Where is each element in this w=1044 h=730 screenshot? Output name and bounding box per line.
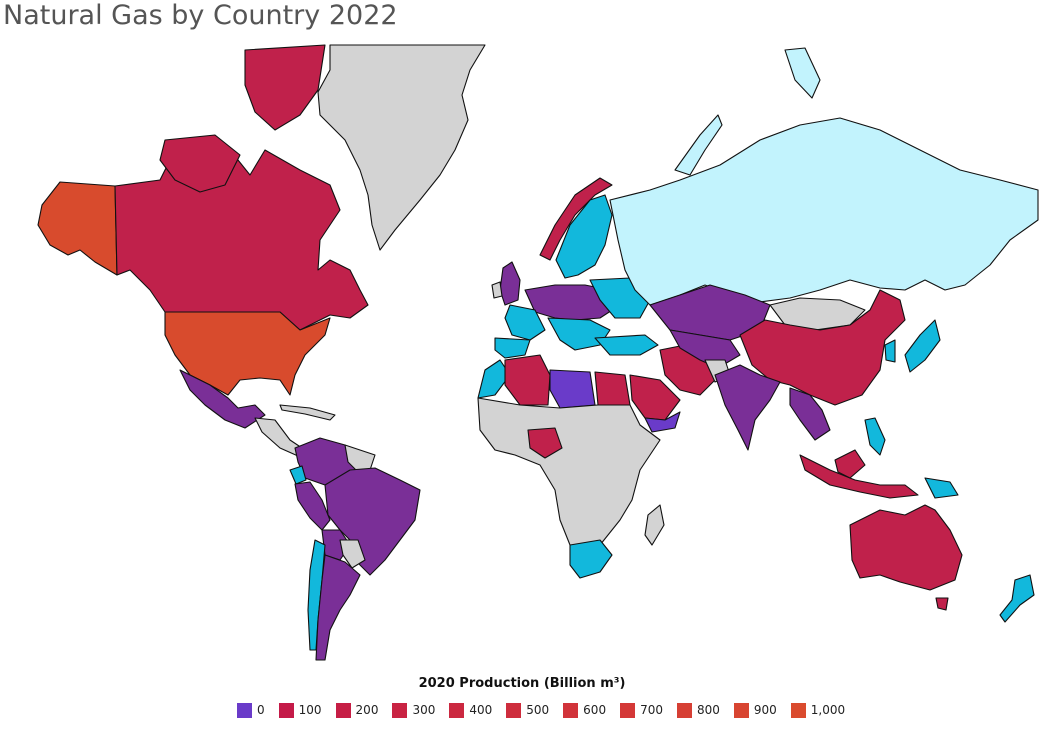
- country-alaska[interactable]: [37, 181, 118, 276]
- legend-swatch: [676, 702, 692, 718]
- country-australia[interactable]: [849, 504, 963, 591]
- legend-label: 0: [257, 703, 265, 717]
- country-russia-novaya-zemlya[interactable]: [674, 114, 723, 176]
- country-united-states[interactable]: [164, 311, 331, 396]
- legend-label: 100: [298, 703, 322, 717]
- legend-label: 1,000: [810, 703, 846, 717]
- legend-title: 2020 Production (Billion m³): [418, 676, 626, 691]
- legend-swatch: [506, 702, 522, 718]
- legend-swatch: [563, 702, 579, 718]
- region-sub-saharan-africa[interactable]: [477, 397, 661, 561]
- country-mexico[interactable]: [179, 369, 266, 429]
- country-canada-islands-2[interactable]: [159, 134, 241, 193]
- legend-item: 600: [563, 702, 607, 718]
- country-philippines[interactable]: [864, 417, 886, 456]
- legend-label: 900: [753, 703, 777, 717]
- legend-item: 700: [620, 702, 663, 718]
- country-algeria[interactable]: [504, 354, 551, 406]
- country-new-zealand[interactable]: [999, 574, 1035, 623]
- legend-label: 300: [412, 703, 436, 717]
- legend-item: 500: [506, 702, 550, 718]
- country-japan[interactable]: [904, 319, 941, 373]
- legend-swatch: [335, 702, 351, 718]
- legend-swatch: [392, 702, 408, 718]
- country-tasmania[interactable]: [935, 597, 949, 611]
- country-yemen-oman[interactable]: [644, 411, 681, 433]
- country-india[interactable]: [714, 364, 781, 451]
- country-china[interactable]: [739, 289, 906, 406]
- country-madagascar[interactable]: [644, 504, 665, 546]
- country-borneo[interactable]: [834, 449, 866, 479]
- region-paraguay[interactable]: [339, 539, 366, 569]
- region-southeast-asia[interactable]: [789, 387, 831, 441]
- country-russia[interactable]: [609, 117, 1039, 306]
- legend-swatch: [790, 702, 806, 718]
- legend-item: 1,000: [790, 702, 846, 718]
- country-turkey[interactable]: [594, 334, 659, 356]
- legend-item: 200: [335, 702, 379, 718]
- country-ireland[interactable]: [491, 281, 503, 299]
- legend-swatch: [733, 702, 749, 718]
- region-central-asia[interactable]: [669, 329, 741, 369]
- legend-item: 900: [733, 702, 777, 718]
- country-argentina[interactable]: [315, 554, 361, 661]
- legend-label: 400: [469, 703, 493, 717]
- map-title: Natural Gas by Country 2022: [3, 0, 398, 31]
- country-ecuador[interactable]: [289, 465, 307, 485]
- legend-label: 600: [583, 703, 607, 717]
- region-caribbean[interactable]: [279, 404, 336, 421]
- country-south-africa[interactable]: [569, 539, 613, 579]
- legend-item: 100: [278, 702, 322, 718]
- legend-swatch: [449, 702, 465, 718]
- legend-item: 800: [676, 702, 720, 718]
- world-choropleth-map: [37, 44, 1039, 661]
- legend-swatch: [237, 702, 252, 718]
- country-russia-islands-2[interactable]: [784, 47, 821, 99]
- legend-item: 400: [449, 702, 493, 718]
- country-norway[interactable]: [539, 177, 613, 261]
- country-papua-new-guinea[interactable]: [924, 477, 959, 499]
- country-korea[interactable]: [884, 339, 896, 363]
- country-libya[interactable]: [549, 369, 596, 409]
- legend-label: 700: [640, 703, 663, 717]
- country-egypt[interactable]: [594, 371, 631, 406]
- legend-label: 200: [355, 703, 379, 717]
- legend-label: 500: [526, 703, 550, 717]
- country-spain[interactable]: [494, 337, 531, 359]
- country-uk[interactable]: [499, 261, 521, 306]
- country-canada[interactable]: [114, 139, 369, 331]
- country-greenland[interactable]: [317, 44, 486, 251]
- legend-swatch: [620, 702, 636, 718]
- legend-item: 300: [392, 702, 436, 718]
- country-sweden-finland[interactable]: [555, 194, 613, 279]
- legend-swatch: [278, 702, 294, 718]
- legend-label: 800: [696, 703, 720, 717]
- legend: 0 100 200 300 400 500 600 700 800 900 1,000: [237, 700, 859, 720]
- country-nigeria[interactable]: [527, 427, 563, 459]
- country-peru[interactable]: [294, 481, 331, 531]
- country-italy-balkans[interactable]: [547, 317, 611, 351]
- country-morocco[interactable]: [477, 359, 511, 399]
- country-canada-arctic-islands[interactable]: [244, 44, 326, 131]
- legend-item: 0: [237, 702, 265, 718]
